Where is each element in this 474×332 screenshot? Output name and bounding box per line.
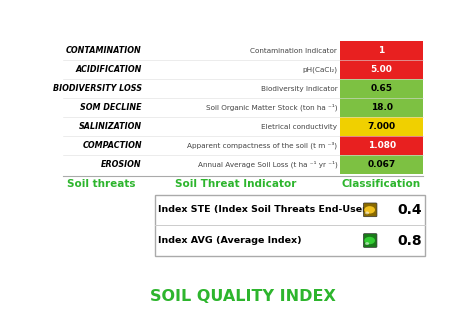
FancyBboxPatch shape [364, 234, 377, 247]
Text: 0.067: 0.067 [367, 160, 396, 169]
Text: EROSION: EROSION [101, 160, 142, 169]
Text: Apparent compactness of the soil (t m ⁻³): Apparent compactness of the soil (t m ⁻³… [187, 142, 337, 149]
Text: Index STE (Index Soil Threats End-User): Index STE (Index Soil Threats End-User) [158, 205, 372, 214]
Circle shape [365, 237, 375, 244]
FancyBboxPatch shape [155, 195, 425, 256]
Text: COMPACTION: COMPACTION [82, 141, 142, 150]
Text: ACIDIFICATION: ACIDIFICATION [75, 65, 142, 74]
Text: 1: 1 [378, 46, 385, 55]
FancyBboxPatch shape [340, 155, 423, 174]
Text: 0.65: 0.65 [371, 84, 392, 93]
Text: SALINIZATION: SALINIZATION [79, 122, 142, 131]
Text: Annual Average Soil Loss (t ha ⁻¹ yr ⁻¹): Annual Average Soil Loss (t ha ⁻¹ yr ⁻¹) [198, 161, 337, 168]
FancyBboxPatch shape [340, 60, 423, 79]
Text: Index AVG (Average Index): Index AVG (Average Index) [158, 236, 302, 245]
Circle shape [365, 211, 369, 214]
Text: Soil threats: Soil threats [67, 179, 136, 189]
Text: Soil Threat Indicator: Soil Threat Indicator [175, 179, 296, 189]
FancyBboxPatch shape [340, 136, 423, 155]
Text: pH(CaCl₂): pH(CaCl₂) [302, 66, 337, 73]
Text: Soil Organic Matter Stock (ton ha ⁻¹): Soil Organic Matter Stock (ton ha ⁻¹) [206, 104, 337, 111]
FancyBboxPatch shape [340, 118, 423, 136]
Text: 0.4: 0.4 [398, 203, 422, 217]
FancyBboxPatch shape [340, 99, 423, 117]
Text: SOIL QUALITY INDEX: SOIL QUALITY INDEX [150, 289, 336, 304]
Text: 1.080: 1.080 [367, 141, 396, 150]
Text: SOM DECLINE: SOM DECLINE [80, 103, 142, 112]
Text: 0.8: 0.8 [398, 233, 422, 248]
Text: BIODIVERSITY LOSS: BIODIVERSITY LOSS [53, 84, 142, 93]
Text: Contamination Indicator: Contamination Indicator [250, 47, 337, 53]
Text: Classification: Classification [341, 179, 420, 189]
Text: 18.0: 18.0 [371, 103, 392, 112]
FancyBboxPatch shape [340, 79, 423, 98]
FancyBboxPatch shape [364, 203, 377, 217]
Text: Eletrical conductivity: Eletrical conductivity [261, 124, 337, 129]
Circle shape [365, 206, 375, 213]
Text: Biodiversity Indicator: Biodiversity Indicator [261, 86, 337, 92]
Text: 5.00: 5.00 [371, 65, 392, 74]
FancyBboxPatch shape [340, 42, 423, 60]
Text: 7.000: 7.000 [367, 122, 396, 131]
Text: CONTAMINATION: CONTAMINATION [66, 46, 142, 55]
Circle shape [365, 242, 369, 245]
